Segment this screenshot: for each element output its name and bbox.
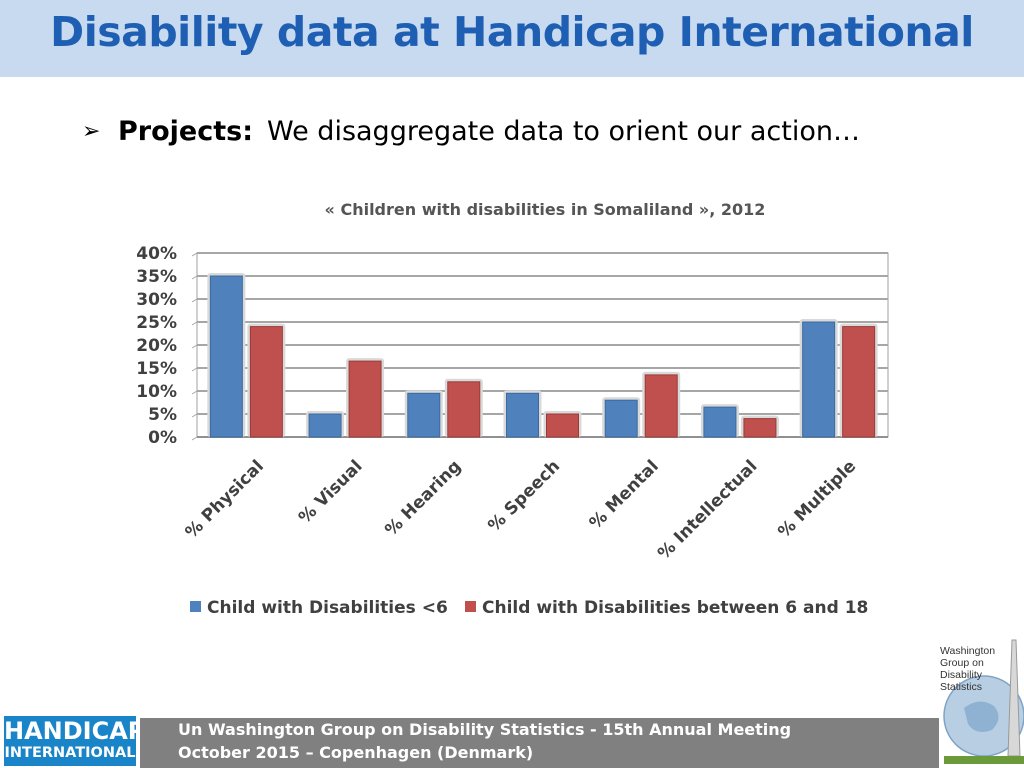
bullet-item: ➢ Projects: We disaggregate data to orie…: [82, 111, 860, 151]
arrow-bullet-icon: ➢: [82, 118, 101, 144]
bar: [546, 413, 579, 438]
bar: [506, 392, 539, 438]
bar: [447, 381, 481, 438]
gridline-depth: [191, 344, 198, 349]
gridline-depth: [191, 321, 198, 326]
gridline-depth: [191, 252, 198, 257]
bar: [604, 399, 638, 438]
gridline-depth: [191, 436, 198, 441]
y-tick-label: 35%: [136, 267, 177, 287]
globe-land-icon: [964, 701, 999, 732]
bar: [644, 374, 678, 438]
legend-swatch: [190, 601, 201, 612]
bullet-text: We disaggregate data to orient our actio…: [267, 115, 860, 147]
gridline-depth: [191, 298, 198, 303]
bar: [209, 275, 243, 438]
bar: [743, 418, 777, 438]
x-tick-label: % Physical: [182, 456, 268, 542]
gridline-depth: [191, 390, 198, 395]
x-tick-label: % Mental: [586, 456, 663, 533]
gridline-depth: [191, 413, 198, 418]
y-tick-label: 0%: [148, 428, 177, 448]
page-title: Disability data at Handicap Internationa…: [50, 8, 974, 56]
bullet-label: Projects:: [118, 115, 253, 147]
washington-group-logo: [943, 639, 1024, 764]
bar: [842, 326, 876, 438]
y-tick-label: 5%: [148, 405, 177, 425]
wg-line2: Group on: [940, 657, 984, 669]
chart-title: « Children with disabilities in Somalila…: [324, 200, 766, 219]
bar: [703, 406, 737, 438]
x-tick-label: % Speech: [484, 456, 564, 536]
legend-label: Child with Disabilities between 6 and 18: [482, 598, 868, 618]
bar: [348, 360, 382, 438]
y-tick-label: 20%: [136, 336, 177, 356]
y-tick-label: 30%: [136, 290, 177, 310]
wg-line3: Disability: [940, 669, 983, 681]
x-tick-label: % Visual: [295, 456, 367, 528]
wg-line4: Statistics: [940, 681, 983, 693]
footer-band: [140, 718, 939, 768]
logo-hi-line1: HANDICAP: [4, 717, 146, 745]
legend-label: Child with Disabilities <6: [207, 598, 448, 618]
y-tick-label: 40%: [136, 244, 177, 264]
handicap-international-logo: HANDICAP INTERNATIONAL: [4, 716, 146, 766]
wg-line1: Washington: [940, 645, 996, 657]
bar: [308, 413, 342, 438]
logo-hi-line2: INTERNATIONAL: [4, 745, 136, 761]
footer-line-1: Un Washington Group on Disability Statis…: [178, 720, 792, 739]
bar: [249, 326, 283, 438]
gridline-depth: [191, 367, 198, 372]
footer-line-2: October 2015 – Copenhagen (Denmark): [178, 743, 534, 762]
x-tick-label: % Hearing: [381, 456, 465, 540]
bar: [802, 321, 836, 438]
y-tick-label: 10%: [136, 382, 177, 402]
x-tick-label: % Intellectual: [654, 456, 761, 563]
header-band: [0, 0, 1024, 77]
legend-swatch: [465, 601, 476, 612]
washington-group-text: Washington Group on Disability Statistic…: [940, 645, 1010, 693]
grass-strip: [944, 756, 1024, 764]
bar-chart: 0% 5% 10% 15% 20% 25% 30% 35% 40% % Physical % Vis…: [136, 244, 889, 618]
x-tick-label: % Multiple: [774, 456, 860, 542]
y-tick-label: 25%: [136, 313, 177, 333]
y-tick-label: 15%: [136, 359, 177, 379]
gridline-depth: [191, 275, 198, 280]
bar: [407, 392, 441, 438]
